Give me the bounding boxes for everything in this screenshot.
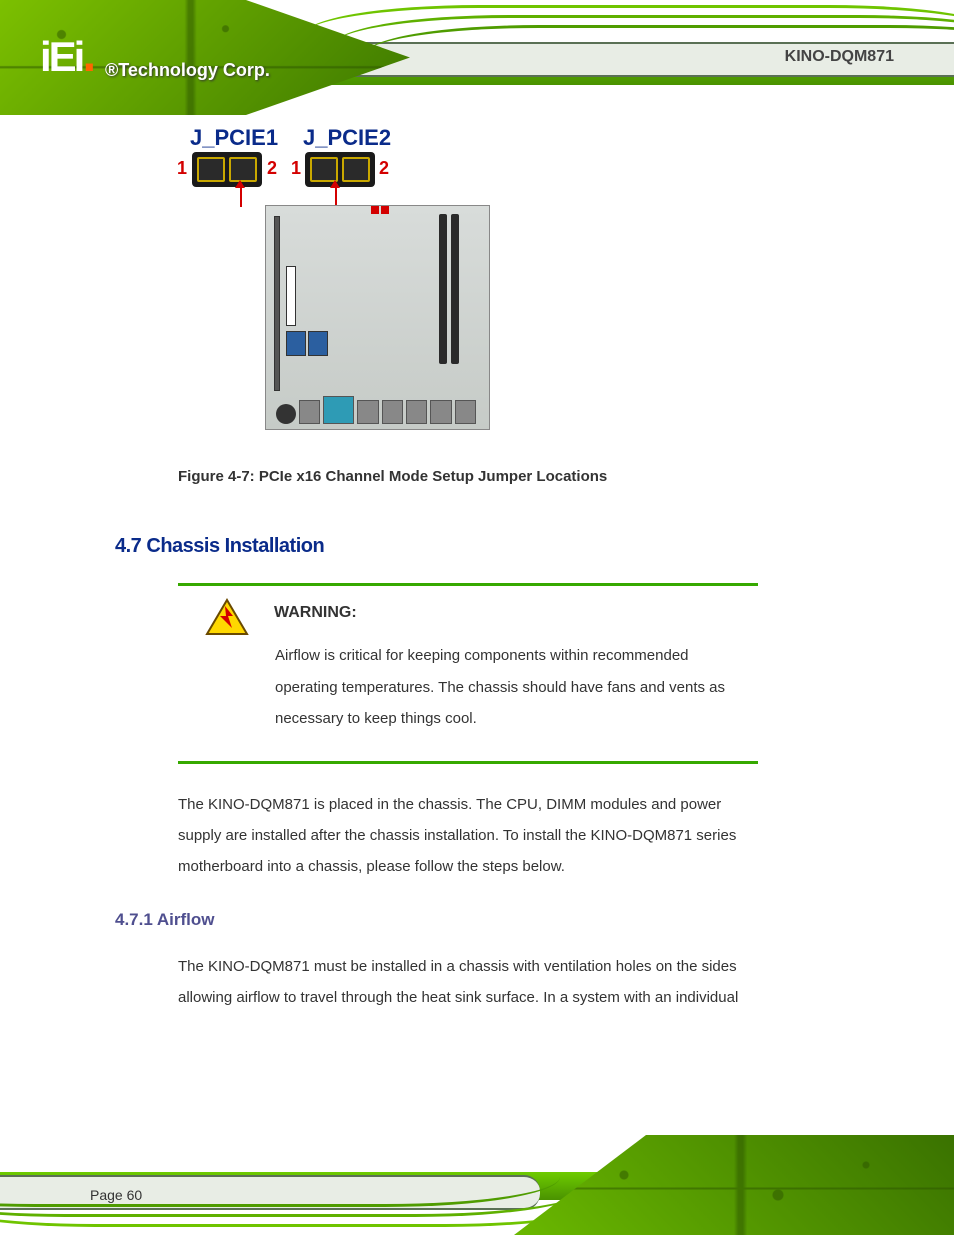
- warning-icon: [205, 598, 249, 641]
- io-port-row: [276, 394, 476, 424]
- airflow-paragraph: The KINO-DQM871 must be installed in a c…: [178, 952, 758, 1014]
- brand-logo: iEi.: [40, 25, 93, 83]
- vga-port-icon: [323, 396, 354, 424]
- pin-number: 1: [177, 158, 187, 179]
- pin-number: 1: [291, 158, 301, 179]
- sata-port-icon: [308, 331, 328, 356]
- arrow-line: [335, 187, 337, 207]
- ram-slot-icon: [451, 214, 459, 364]
- jumper-pin-icon: [197, 157, 225, 182]
- motherboard-illustration: [265, 205, 490, 430]
- arrow-line: [240, 187, 242, 207]
- product-name: KINO-DQM871: [785, 48, 894, 66]
- subsection-title: Airflow: [157, 910, 215, 929]
- figure-caption: Figure 4-7: PCIe x16 Channel Mode Setup …: [178, 468, 607, 485]
- connector-icon: [286, 266, 296, 326]
- pin-number: 2: [379, 158, 389, 179]
- jumper-pin-icon: [342, 157, 370, 182]
- header-banner: iEi. ®Technology Corp. KINO-DQM871: [0, 0, 954, 115]
- logo-text: iEi: [40, 33, 82, 80]
- section-title: Chassis Installation: [146, 535, 324, 557]
- warning-text: Airflow is critical for keeping componen…: [275, 640, 735, 735]
- body-paragraph: The KINO-DQM871 is placed in the chassis…: [178, 790, 758, 882]
- section-heading: 4.7 Chassis Installation: [115, 535, 324, 558]
- page-number: Page 60: [90, 1187, 142, 1203]
- subsection-number: 4.7.1: [115, 910, 153, 929]
- footer-banner: Page 60: [0, 1115, 954, 1235]
- brand-tagline: ®Technology Corp.: [105, 60, 270, 81]
- io-port-icon: [406, 400, 427, 424]
- jumper-marker-icon: [371, 206, 379, 214]
- io-port-icon: [455, 400, 476, 424]
- warning-title: WARNING:: [274, 604, 357, 622]
- pin-number: 2: [267, 158, 277, 179]
- separator-line: [178, 761, 758, 764]
- io-port-icon: [357, 400, 378, 424]
- io-port-icon: [299, 400, 320, 424]
- io-port-icon: [430, 400, 451, 424]
- ram-slot-icon: [439, 214, 447, 364]
- jumper-label-2: J_PCIE2: [303, 125, 391, 151]
- jumper-label-1: J_PCIE1: [190, 125, 278, 151]
- section-number: 4.7: [115, 535, 141, 557]
- jumper-pin-icon: [310, 157, 338, 182]
- separator-line: [178, 583, 758, 586]
- jumper-diagram: J_PCIE1 J_PCIE2 1 2 1 2: [175, 120, 675, 460]
- logo-dot-icon: .: [82, 26, 93, 82]
- sata-port-icon: [286, 331, 306, 356]
- audio-jack-icon: [276, 404, 296, 424]
- jumper-marker-icon: [381, 206, 389, 214]
- jumper-block-1: [192, 152, 262, 187]
- jumper-block-2: [305, 152, 375, 187]
- jumper-pin-icon: [229, 157, 257, 182]
- subsection-heading: 4.7.1 Airflow: [115, 910, 215, 930]
- pcie-slot-icon: [274, 216, 280, 391]
- io-port-icon: [382, 400, 403, 424]
